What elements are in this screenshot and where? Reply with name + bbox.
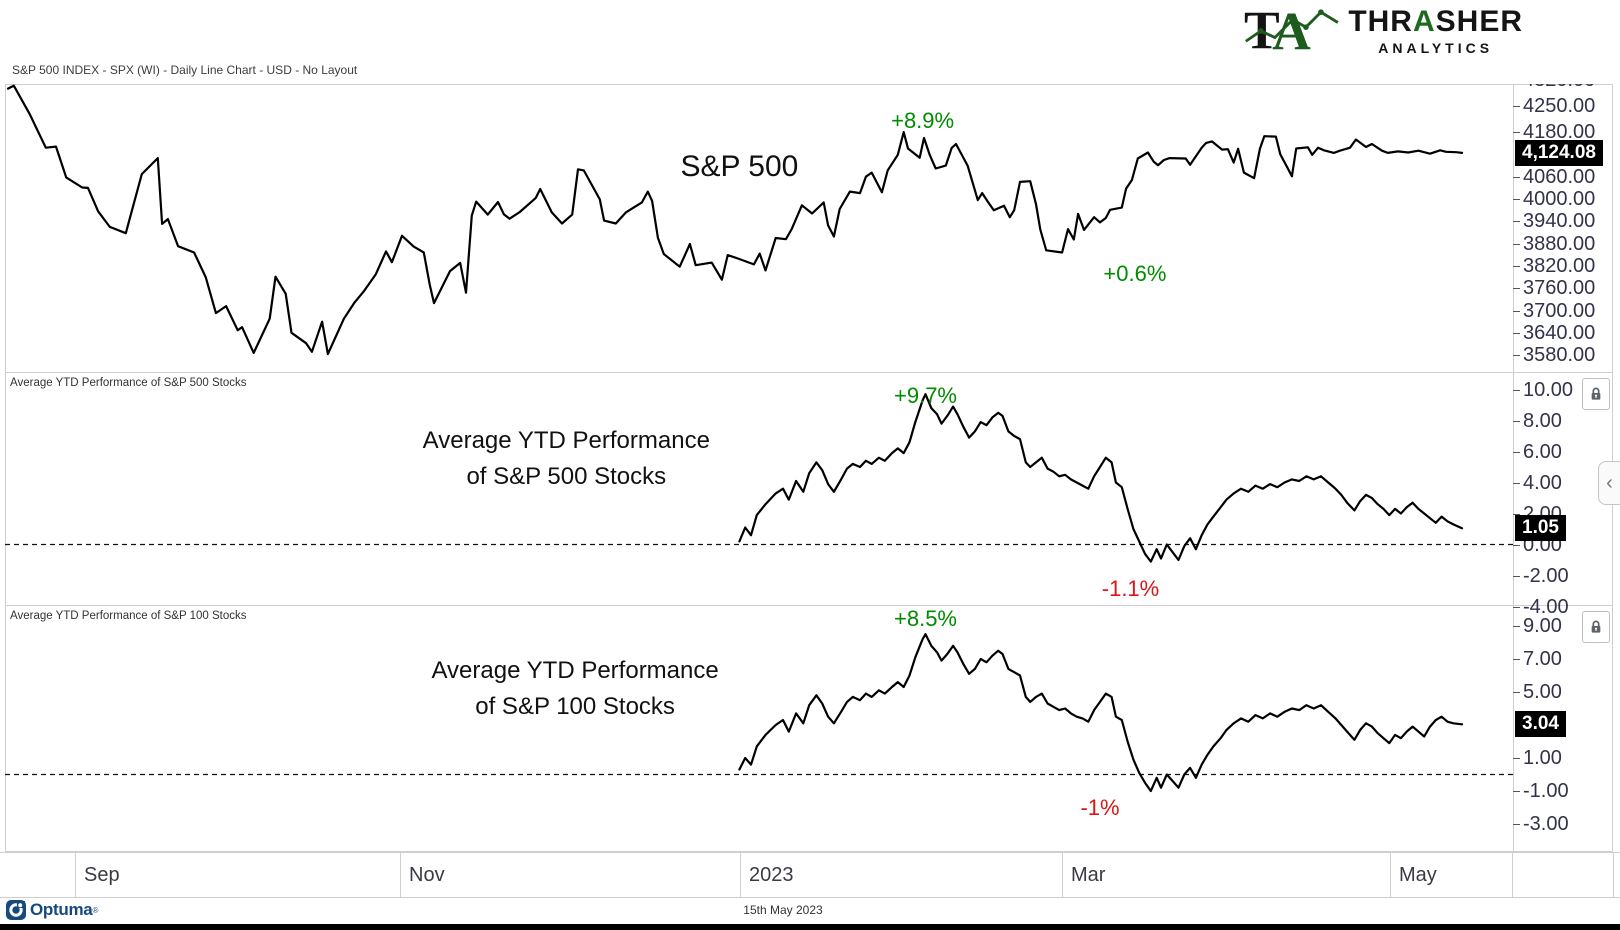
thrasher-analytics-logo: T A THRASHER ANALYTICS	[1243, 3, 1523, 58]
footer: Optuma ® 15th May 2023	[0, 898, 1620, 924]
brand-subtitle: ANALYTICS	[1378, 40, 1494, 56]
y-axis-tick-label: 3760.00	[1523, 277, 1596, 300]
y-axis-tick-mark	[1513, 482, 1520, 484]
y-axis-tick-mark	[1513, 626, 1520, 627]
last-value-badge: 4,124.08	[1515, 139, 1603, 166]
optuma-logo: Optuma ®	[6, 900, 98, 920]
y-axis-tick-label: 4250.00	[1523, 95, 1596, 118]
y-axis-tick-mark	[1513, 692, 1520, 693]
axis-divider	[1513, 84, 1514, 852]
x-axis-label-nov: Nov	[400, 853, 740, 897]
y-axis-tick-label: -3.00	[1523, 813, 1569, 835]
svg-text:A: A	[1272, 3, 1311, 57]
registered-mark: ®	[92, 905, 99, 915]
y-axis-tick-mark	[1513, 659, 1520, 660]
y-axis-tick-mark	[1513, 265, 1520, 267]
y-axis-tick-label: 4060.00	[1523, 165, 1596, 188]
y-axis-tick-label: 5.00	[1523, 681, 1562, 703]
y-axis-tick-mark	[1513, 310, 1520, 312]
last-value-badge: 3.04	[1515, 711, 1566, 738]
y-axis-tick-mark	[1513, 420, 1520, 422]
scale-lock-button[interactable]	[1582, 611, 1610, 643]
avg-ytd-sp100-line-chart[interactable]	[5, 605, 1513, 852]
x-axis-spacer	[0, 853, 75, 897]
y-axis-tick-mark	[1513, 791, 1520, 792]
y-axis-tick-label: 4000.00	[1523, 188, 1596, 210]
y-axis-column[interactable]: 4320.00 4250.00 4180.00 4060.004000.003940.…	[1513, 84, 1620, 852]
x-axis-spacer	[1512, 853, 1613, 897]
lock-icon	[1591, 620, 1601, 633]
x-axis-label-may: May	[1390, 853, 1512, 897]
optuma-icon	[6, 900, 26, 920]
y-axis-tick-mark	[1513, 199, 1520, 200]
y-axis-tick-mark	[1513, 544, 1520, 546]
y-axis-tick-label: 3820.00	[1523, 254, 1596, 277]
y-axis-tick-label: 4320.00	[1523, 84, 1595, 92]
spx-line-chart[interactable]	[5, 84, 1513, 372]
y-axis-tick-mark	[1513, 513, 1520, 515]
y-axis-tick-mark	[1513, 106, 1520, 108]
y-axis-tick-mark	[1513, 288, 1520, 290]
y-axis-tick-mark	[1513, 221, 1520, 223]
chevron-left-icon: ‹	[1606, 471, 1613, 494]
panel-corner-label-sp100: Average YTD Performance of S&P 100 Stock…	[10, 610, 247, 622]
ta-monogram-icon: T A	[1244, 3, 1339, 57]
y-axis-tick-mark	[1513, 389, 1520, 391]
y-axis-tick-label: 3640.00	[1523, 321, 1596, 344]
last-value-badge: 1.05	[1515, 515, 1566, 542]
y-axis-tick-label: 7.00	[1523, 648, 1562, 670]
y-axis-tick-label: -4.00	[1523, 595, 1569, 618]
x-axis-spacer	[1613, 853, 1620, 897]
y-axis-tick-label: 3700.00	[1523, 299, 1596, 322]
y-axis-tick-mark	[1513, 332, 1520, 334]
y-axis-tick-mark	[1513, 451, 1520, 453]
x-axis-label-mar: Mar	[1062, 853, 1390, 897]
y-axis-tick-label: -2.00	[1523, 564, 1569, 587]
panel-divider	[5, 372, 1613, 373]
brand-name: THRASHER	[1348, 5, 1523, 38]
avg-ytd-sp500-line-chart[interactable]	[5, 372, 1513, 605]
y-axis-tick-mark	[1513, 606, 1520, 608]
y-axis-tick-label: -1.00	[1523, 780, 1569, 802]
y-axis-tick-mark	[1513, 824, 1520, 825]
price-line	[738, 393, 1464, 563]
scale-lock-button[interactable]	[1582, 378, 1610, 410]
y-axis-tick-label: 9.00	[1523, 615, 1562, 637]
y-axis-tick-mark	[1513, 355, 1520, 357]
y-axis-tick-label: 6.00	[1523, 440, 1562, 463]
y-axis-tick-label: 8.00	[1523, 409, 1562, 432]
price-line	[738, 633, 1464, 793]
panel-divider	[5, 605, 1613, 606]
x-axis-label-2023: 2023	[740, 853, 1062, 897]
x-axis-row[interactable]: Sep Nov 2023 Mar May	[0, 852, 1620, 898]
price-line	[6, 84, 1464, 356]
y-axis-tick-label: 10.00	[1523, 378, 1574, 401]
y-axis-tick-label: 1.00	[1523, 747, 1562, 769]
optuma-wordmark: Optuma	[30, 900, 93, 919]
panel-corner-label-sp500: Average YTD Performance of S&P 500 Stock…	[10, 377, 247, 389]
y-axis-tick-label: 4180.00	[1523, 121, 1596, 144]
y-axis-tick-mark	[1513, 575, 1520, 577]
y-axis-tick-mark	[1513, 176, 1520, 178]
footer-date: 15th May 2023	[743, 903, 823, 917]
y-axis-tick-mark	[1513, 132, 1520, 134]
x-axis-label-sep: Sep	[75, 853, 400, 897]
lock-icon	[1591, 387, 1601, 400]
bottom-bar	[0, 924, 1620, 930]
brand-wordmark: THRASHER ANALYTICS	[1348, 3, 1523, 57]
y-axis-tick-mark	[1513, 758, 1520, 759]
y-axis-tick-label: 3880.00	[1523, 232, 1596, 255]
y-axis-tick-label: 3940.00	[1523, 210, 1596, 233]
y-axis-tick-mark	[1513, 243, 1520, 245]
chart-window-title: S&P 500 INDEX - SPX (WI) - Daily Line Ch…	[12, 63, 358, 77]
sidebar-expand-tab[interactable]: ‹	[1598, 461, 1620, 505]
y-axis-tick-label: 3580.00	[1523, 344, 1596, 367]
y-axis-tick-label: 4.00	[1523, 471, 1562, 494]
